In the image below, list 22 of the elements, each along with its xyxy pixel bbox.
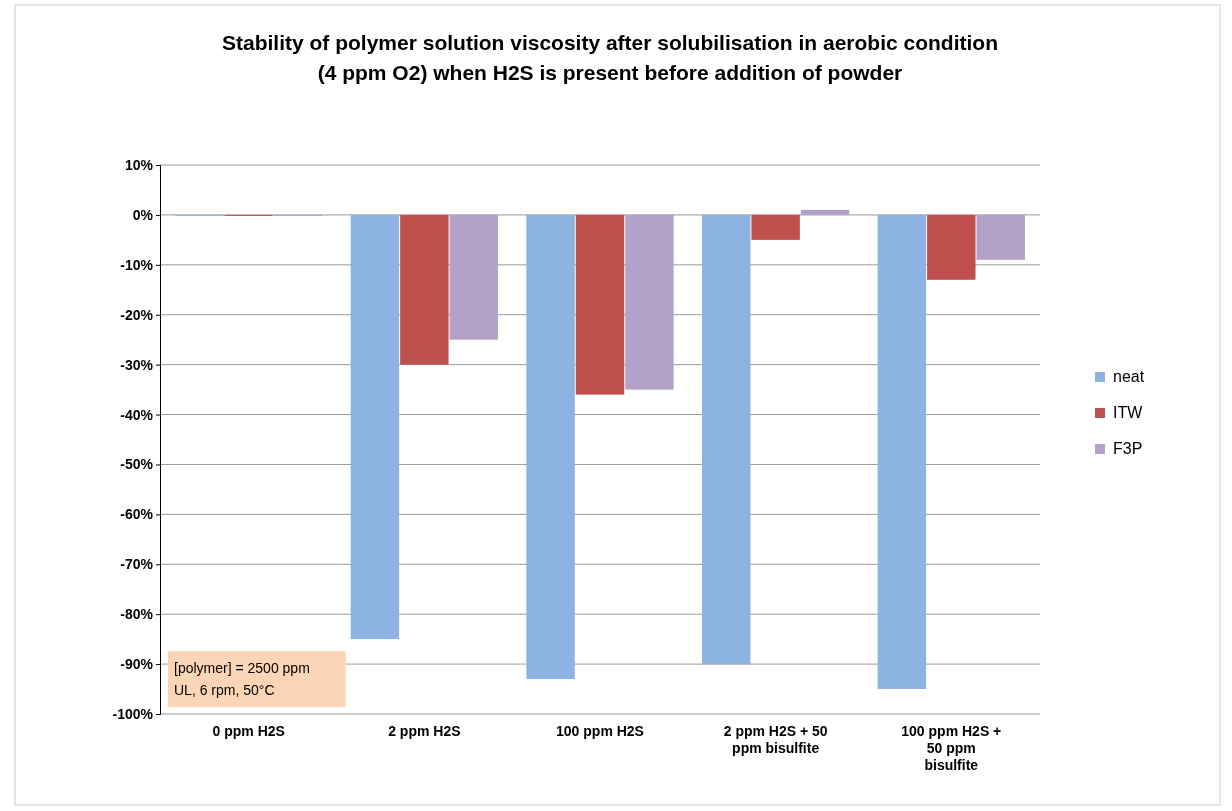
x-tick-label: 0 ppm H2S <box>212 723 285 739</box>
y-tick-label: -20% <box>120 306 154 323</box>
y-tick-label: -60% <box>120 506 154 523</box>
y-tick-label: -90% <box>120 656 154 673</box>
y-tick-label: -10% <box>120 256 154 273</box>
y-tick-label: 10% <box>124 156 154 173</box>
legend-label: F3P <box>1113 440 1143 457</box>
y-tick-label: -80% <box>120 606 154 623</box>
chart-title: Stability of polymer solution viscosity after solubilisation in aerobic condition (4 ppm O2) when H2S is present before addition of powder <box>222 31 998 84</box>
y-tick-label: -50% <box>120 456 154 473</box>
legend-label: ITW <box>1113 404 1144 421</box>
x-tick-label: 2 ppm H2S + 50 ppm bisulfite <box>723 723 828 756</box>
x-tick-label: 100 ppm H2S + 50 ppm bisulfite <box>901 723 1002 773</box>
y-tick-label: -100% <box>112 705 154 722</box>
annotation: [polymer] = 2500 ppm UL, 6 rpm, 50°C <box>174 660 310 699</box>
legend-label: neat <box>1113 368 1145 385</box>
y-tick-label: 0% <box>132 206 154 223</box>
x-tick-label: 100 ppm H2S <box>556 723 644 739</box>
y-tick-label: -40% <box>120 406 154 423</box>
y-tick-label: -30% <box>120 356 154 373</box>
y-tick-label: -70% <box>120 556 154 573</box>
x-tick-label: 2 ppm H2S <box>388 723 461 739</box>
